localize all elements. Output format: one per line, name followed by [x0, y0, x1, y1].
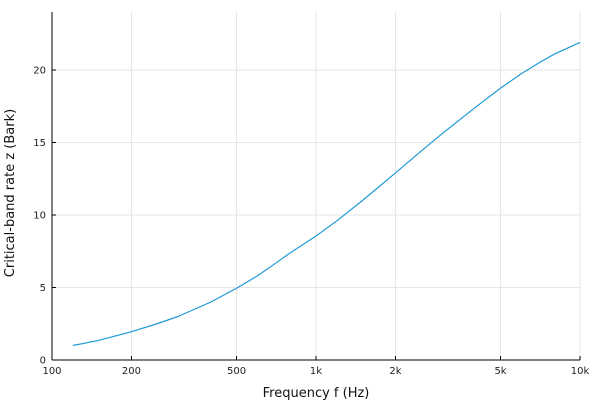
x-tick-label: 100	[42, 366, 61, 377]
y-axis-label: Critical-band rate z (Bark)	[3, 109, 18, 277]
x-ticks: 100 200 500 1k 2k 5k 10k	[42, 356, 589, 377]
y-ticks: 0 5 10 15 20	[33, 66, 56, 367]
y-tick-label: 20	[33, 66, 46, 77]
y-tick-label: 10	[33, 211, 46, 222]
series-layer	[72, 41, 581, 347]
x-tick-label: 5k	[494, 366, 506, 377]
y-tick-label: 0	[40, 356, 46, 367]
series-line	[72, 41, 581, 347]
x-tick-label: 500	[227, 366, 246, 377]
y-tick-label: 5	[40, 283, 46, 294]
x-axis-label: Frequency f (Hz)	[263, 386, 370, 400]
x-tick-label: 200	[122, 366, 141, 377]
x-tick-label: 10k	[571, 366, 590, 377]
x-tick-label: 2k	[389, 366, 401, 377]
x-tick-label: 1k	[310, 366, 322, 377]
y-gridlines	[52, 69, 580, 288]
y-tick-label: 15	[33, 138, 46, 149]
